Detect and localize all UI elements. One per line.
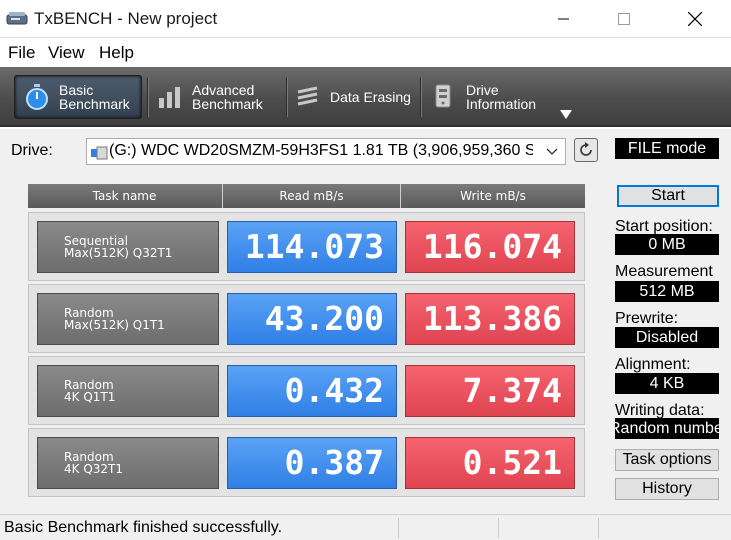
- chevron-down-icon: [546, 148, 558, 155]
- task-button-random-4k-q1t1[interactable]: Random 4K Q1T1: [37, 365, 219, 417]
- close-button[interactable]: [672, 0, 718, 38]
- prewrite-value[interactable]: Disabled: [615, 327, 719, 348]
- menu-bar: File View Help: [0, 39, 731, 67]
- basic-benchmark-button[interactable]: Basic Benchmark: [14, 75, 142, 119]
- start-position-value[interactable]: 0 MB: [615, 234, 719, 255]
- app-icon: [6, 9, 28, 29]
- task-name-line2: 4K Q1T1: [64, 390, 116, 404]
- drive-select-value: (G:) WDC WD20SMZM-59H3FS1 1.81 TB (3,906…: [109, 142, 533, 159]
- data-erasing-label: Data Erasing: [330, 89, 411, 105]
- minimize-icon: [558, 18, 569, 20]
- drive-label: Drive:: [11, 142, 53, 159]
- result-row-random-4k-q32t1: Random 4K Q32T1 0.387 0.521: [28, 428, 585, 497]
- usb-drive-icon: [90, 145, 108, 160]
- eraser-icon: [294, 82, 322, 112]
- header-task-name: Task name: [92, 189, 157, 203]
- task-name-line2: Max(512K) Q32T1: [64, 246, 173, 260]
- alignment-label: Alignment:: [615, 356, 691, 373]
- history-button[interactable]: History: [615, 478, 719, 500]
- refresh-button[interactable]: [574, 138, 598, 162]
- drive-dropdown-arrow[interactable]: [539, 139, 565, 164]
- write-value: 113.386: [405, 293, 575, 345]
- window-title: TxBENCH - New project: [34, 9, 218, 28]
- task-name-line1: Random: [64, 306, 114, 320]
- toolbar-separator: [147, 77, 148, 117]
- task-button-sequential-q32t1[interactable]: Sequential Max(512K) Q32T1: [37, 221, 219, 273]
- alignment-value[interactable]: 4 KB: [615, 373, 719, 394]
- basic-benchmark-label-1: Basic: [59, 82, 94, 98]
- measurement-label: Measurement: [615, 263, 713, 280]
- maximize-button[interactable]: [601, 0, 647, 38]
- drive-select[interactable]: (G:) WDC WD20SMZM-59H3FS1 1.81 TB (3,906…: [86, 138, 566, 165]
- read-value: 0.432: [227, 365, 397, 417]
- results-header: Task name Read mB/s Write mB/s: [28, 184, 585, 208]
- status-bar: Basic Benchmark finished successfully.: [0, 514, 731, 540]
- result-row-sequential-q32t1: Sequential Max(512K) Q32T1 114.073 116.0…: [28, 212, 585, 281]
- read-value: 0.387: [227, 437, 397, 489]
- drive-info-icon: [430, 82, 458, 112]
- start-button[interactable]: Start: [617, 185, 719, 207]
- close-icon: [688, 12, 702, 26]
- start-position-label: Start position:: [615, 218, 713, 235]
- main-panel: Drive: (G:) WDC WD20SMZM-59H3FS1 1.81 TB…: [0, 129, 731, 514]
- stopwatch-icon: [23, 82, 51, 112]
- maximize-icon: [618, 13, 630, 25]
- write-value: 7.374: [405, 365, 575, 417]
- drive-information-label-2: Information: [466, 96, 537, 112]
- chevron-down-icon: [560, 110, 572, 119]
- task-options-button[interactable]: Task options: [615, 449, 719, 471]
- advanced-benchmark-label-1: Advanced: [192, 82, 255, 98]
- toolbar-separator: [286, 77, 287, 117]
- data-erasing-button[interactable]: Data Erasing: [292, 75, 416, 119]
- write-value: 0.521: [405, 437, 575, 489]
- task-name-line2: Max(512K) Q1T1: [64, 318, 165, 332]
- task-button-random-4k-q32t1[interactable]: Random 4K Q32T1: [37, 437, 219, 489]
- task-name-line1: Random: [64, 450, 114, 464]
- refresh-icon: [580, 142, 592, 156]
- status-text: Basic Benchmark finished successfully.: [4, 519, 283, 536]
- writing-data-value[interactable]: Random number: [615, 418, 719, 439]
- menu-view[interactable]: View: [48, 43, 85, 62]
- measurement-value[interactable]: 512 MB: [615, 281, 719, 302]
- toolbar-overflow-button[interactable]: [559, 105, 573, 119]
- task-button-random-max-q1t1[interactable]: Random Max(512K) Q1T1: [37, 293, 219, 345]
- write-value: 116.074: [405, 221, 575, 273]
- basic-benchmark-label-2: Benchmark: [59, 96, 130, 112]
- toolbar: Basic Benchmark Advanced Benchmark D: [0, 67, 731, 127]
- task-name-line1: Sequential: [64, 234, 128, 248]
- drive-information-button[interactable]: Drive Information: [428, 75, 558, 119]
- toolbar-separator: [420, 77, 421, 117]
- minimize-button[interactable]: [541, 0, 587, 38]
- task-name-line1: Random: [64, 378, 114, 392]
- menu-file[interactable]: File: [8, 43, 36, 62]
- result-row-random-max-q1t1: Random Max(512K) Q1T1 43.200 113.386: [28, 284, 585, 353]
- writing-data-label: Writing data:: [615, 402, 705, 419]
- header-read: Read mB/s: [222, 184, 400, 208]
- status-separator: [598, 518, 599, 538]
- advanced-benchmark-button[interactable]: Advanced Benchmark: [154, 75, 282, 119]
- status-separator: [498, 518, 499, 538]
- read-value: 43.200: [227, 293, 397, 345]
- status-separator: [398, 518, 399, 538]
- file-mode-indicator: FILE mode: [615, 138, 719, 159]
- header-write: Write mB/s: [400, 184, 585, 208]
- read-value: 114.073: [227, 221, 397, 273]
- menu-help[interactable]: Help: [99, 43, 134, 62]
- title-bar: TxBENCH - New project: [0, 0, 731, 38]
- task-name-line2: 4K Q32T1: [64, 462, 123, 476]
- result-row-random-4k-q1t1: Random 4K Q1T1 0.432 7.374: [28, 356, 585, 425]
- prewrite-label: Prewrite:: [615, 310, 679, 327]
- drive-information-label-1: Drive: [466, 82, 499, 98]
- bar-chart-icon: [156, 82, 184, 112]
- advanced-benchmark-label-2: Benchmark: [192, 96, 263, 112]
